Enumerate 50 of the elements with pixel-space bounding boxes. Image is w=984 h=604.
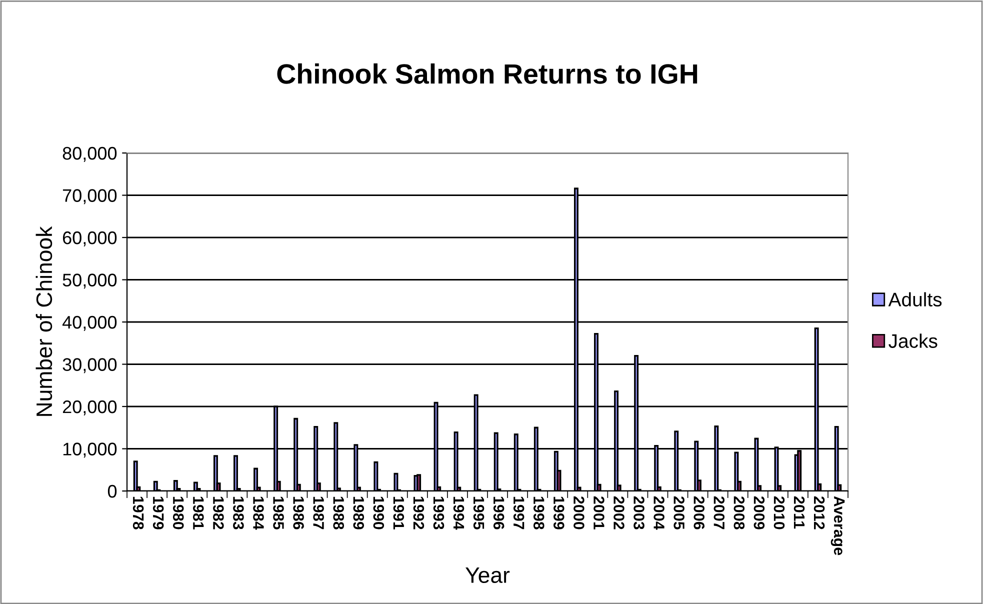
x-tick-label: 1993 [433, 496, 444, 530]
x-tick-label: 1996 [493, 496, 504, 530]
y-tick-label: 70,000 [62, 189, 117, 204]
x-tick-label: 1979 [152, 496, 164, 530]
x-tick-label: 2010 [774, 496, 785, 530]
x-tick-label: 1987 [313, 496, 324, 530]
x-tick-label: 2004 [654, 496, 664, 530]
x-tick-label: 1998 [533, 496, 544, 530]
y-tick-label: 20,000 [62, 400, 117, 416]
x-tick-label: 2009 [754, 496, 765, 530]
x-tick-label: 2012 [814, 496, 825, 530]
x-tick-label: 1986 [293, 496, 304, 530]
y-axis-title: Number of Chinook [36, 226, 52, 416]
x-tick-label: 1997 [513, 496, 524, 530]
x-tick-label: 1980 [172, 496, 184, 530]
x-tick-label: 2008 [734, 496, 745, 530]
legend-label: Jacks [888, 334, 938, 348]
chart-title: Chinook Salmon Returns to IGH [277, 63, 698, 84]
x-tick-label: 2001 [594, 496, 604, 530]
x-tick-label: 1985 [273, 496, 284, 530]
x-tick-label: 2003 [634, 496, 644, 530]
y-tick-label: 30,000 [62, 358, 117, 374]
y-tick-label: 0 [108, 484, 117, 498]
legend-label: Adults [888, 292, 942, 306]
x-tick-label: 1999 [553, 496, 564, 530]
x-axis-title: Year [466, 568, 510, 584]
x-tick-label: 2002 [614, 496, 624, 530]
y-tick-label: 50,000 [62, 274, 117, 289]
x-tick-label: 2006 [694, 496, 705, 530]
x-tick-label: 1991 [393, 496, 404, 530]
x-tick-label: 1990 [373, 496, 384, 530]
x-tick-label: 1981 [192, 496, 204, 530]
x-tick-label: 2011 [794, 496, 805, 529]
x-tick-label: 1988 [333, 496, 344, 530]
x-tick-label: Average [830, 496, 845, 556]
x-tick-label: 2007 [714, 496, 725, 530]
y-tick-label: 40,000 [62, 316, 117, 331]
x-tick-label: 1982 [213, 496, 224, 530]
x-tick-label: 2005 [674, 496, 684, 530]
x-tick-label: 1989 [353, 496, 364, 530]
x-tick-label: 1992 [413, 496, 424, 530]
x-tick-label: 1995 [473, 496, 484, 530]
x-tick-label: 1978 [132, 496, 144, 530]
x-tick-label: 1994 [453, 496, 464, 530]
y-tick-label: 80,000 [62, 146, 117, 162]
y-tick-label: 60,000 [62, 231, 117, 246]
x-tick-label: 2000 [574, 496, 584, 530]
y-tick-label: 10,000 [63, 442, 117, 458]
x-tick-label: 1983 [233, 496, 244, 530]
x-tick-label: 1984 [253, 496, 264, 530]
